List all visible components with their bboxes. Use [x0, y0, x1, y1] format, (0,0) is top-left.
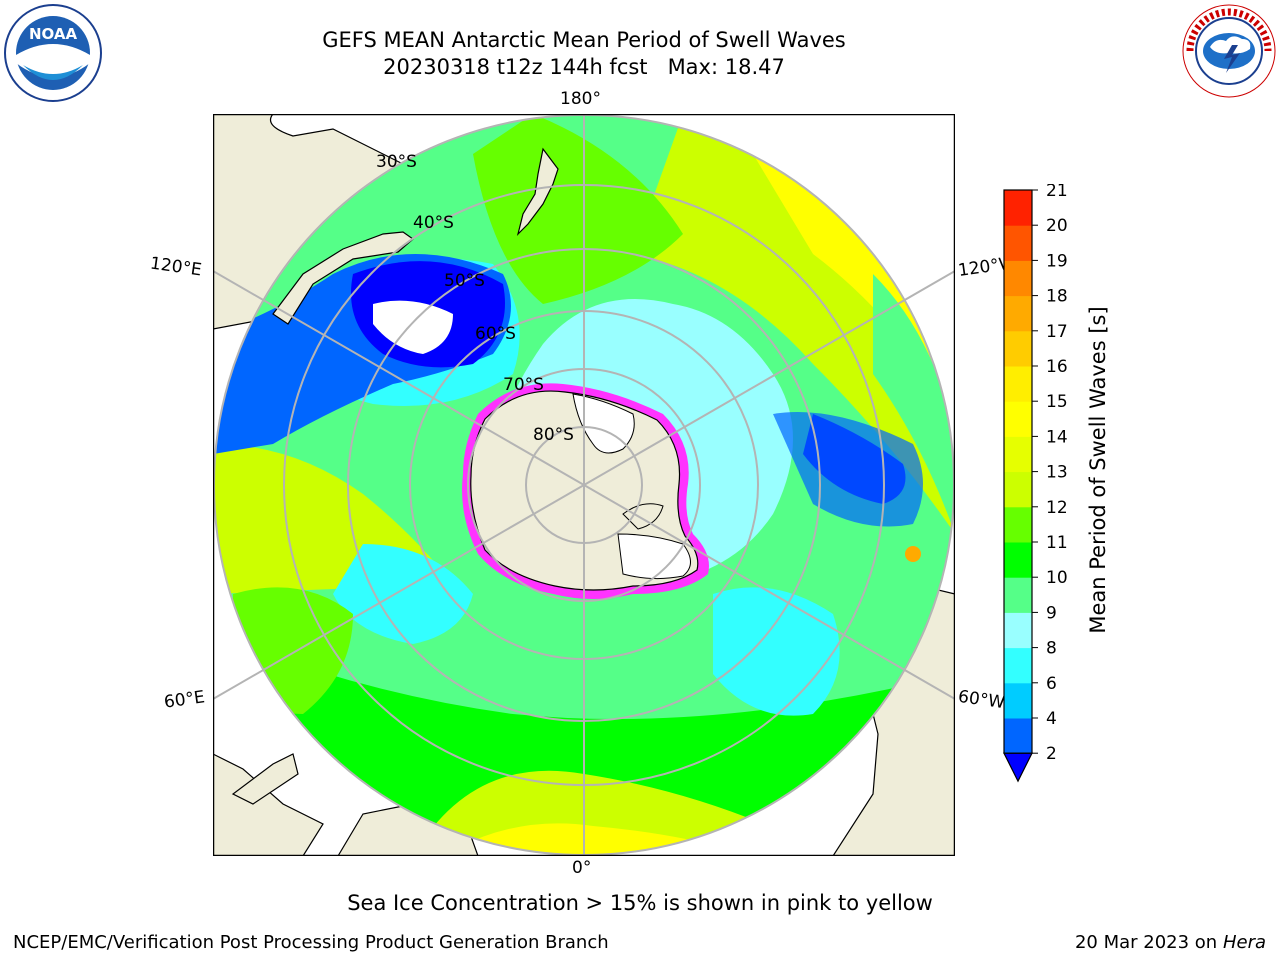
colorbar-tick-label: 11 [1046, 533, 1068, 553]
colorbar-label: Mean Period of Swell Waves [s] [1086, 306, 1110, 634]
lon-label-60e: 60°E [162, 687, 207, 713]
colorbar-tick-label: 15 [1046, 392, 1068, 412]
lon-label-180: 180° [560, 89, 601, 109]
colorbar-tick-label: 4 [1046, 709, 1057, 729]
colorbar-tick-label: 20 [1046, 216, 1068, 236]
noaa-logo: NOAA [4, 4, 102, 102]
colorbar: 2 4 6 8 9 10 11 12 13 14 15 16 17 18 19 20 21 [1003, 184, 1068, 783]
footer-date: 20 Mar 2023 on Hera [1075, 932, 1266, 953]
footer-credit: NCEP/EMC/Verification Post Processing Pr… [13, 932, 609, 953]
lat-label-60s: 60°S [475, 324, 516, 344]
colorbar-extend-triangle [1003, 752, 1033, 783]
colorbar-segment [1004, 190, 1032, 226]
colorbar-tick-label: 12 [1046, 498, 1068, 518]
colorbar-tick-label: 8 [1046, 639, 1057, 659]
polar-map [213, 114, 955, 856]
colorbar-segment [1004, 260, 1032, 297]
lat-label-50s: 50°S [444, 271, 485, 291]
colorbar-tick-label: 2 [1046, 744, 1057, 764]
chart-subtitle: 20230318 t12z 144h fcst Max: 18.47 [383, 55, 785, 79]
colorbar-tick-label: 10 [1046, 568, 1068, 588]
lon-label-0: 0° [572, 858, 592, 878]
colorbar-tick-label: 6 [1046, 674, 1057, 694]
lat-label-30s: 30°S [376, 152, 417, 172]
colorbar-segment [1004, 401, 1032, 437]
colorbar-segment [1004, 366, 1032, 402]
colorbar-segment [1004, 436, 1032, 473]
lat-label-40s: 40°S [413, 213, 454, 233]
colorbar-tick-label: 16 [1046, 357, 1068, 377]
colorbar-tick-label: 9 [1046, 603, 1057, 623]
colorbar-segment [1004, 647, 1032, 684]
noaa-logo-text: NOAA [29, 25, 78, 43]
lon-label-120e: 120°E [148, 253, 203, 281]
chart-title: GEFS MEAN Antarctic Mean Period of Swell… [322, 28, 846, 52]
colorbar-tick-label: 21 [1046, 184, 1068, 201]
colorbar-tick-label: 18 [1046, 287, 1068, 307]
colorbar-tick-label: 17 [1046, 322, 1068, 342]
colorbar-segment [1004, 471, 1032, 508]
colorbar-segment [1004, 542, 1032, 578]
footer-date-text: 20 Mar 2023 on [1074, 932, 1218, 953]
footer-host: Hera [1222, 932, 1266, 953]
colorbar-segment [1004, 682, 1032, 719]
nws-logo [1182, 4, 1276, 98]
lat-label-80s: 80°S [533, 425, 574, 445]
new-zealand [516, 147, 559, 236]
colorbar-segment [1004, 506, 1032, 543]
sea-ice-note: Sea Ice Concentration > 15% is shown in … [347, 891, 933, 915]
colorbar-segment [1004, 718, 1032, 754]
lat-label-70s: 70°S [503, 375, 544, 395]
colorbar-segment [1004, 295, 1032, 332]
colorbar-tick-label: 19 [1046, 251, 1068, 271]
colorbar-tick-label: 14 [1046, 427, 1068, 447]
colorbar-segment [1004, 612, 1032, 649]
colorbar-tick-label: 13 [1046, 463, 1068, 483]
colorbar-segment [1004, 330, 1032, 367]
colorbar-segment [1004, 225, 1032, 261]
colorbar-segment [1004, 577, 1032, 613]
